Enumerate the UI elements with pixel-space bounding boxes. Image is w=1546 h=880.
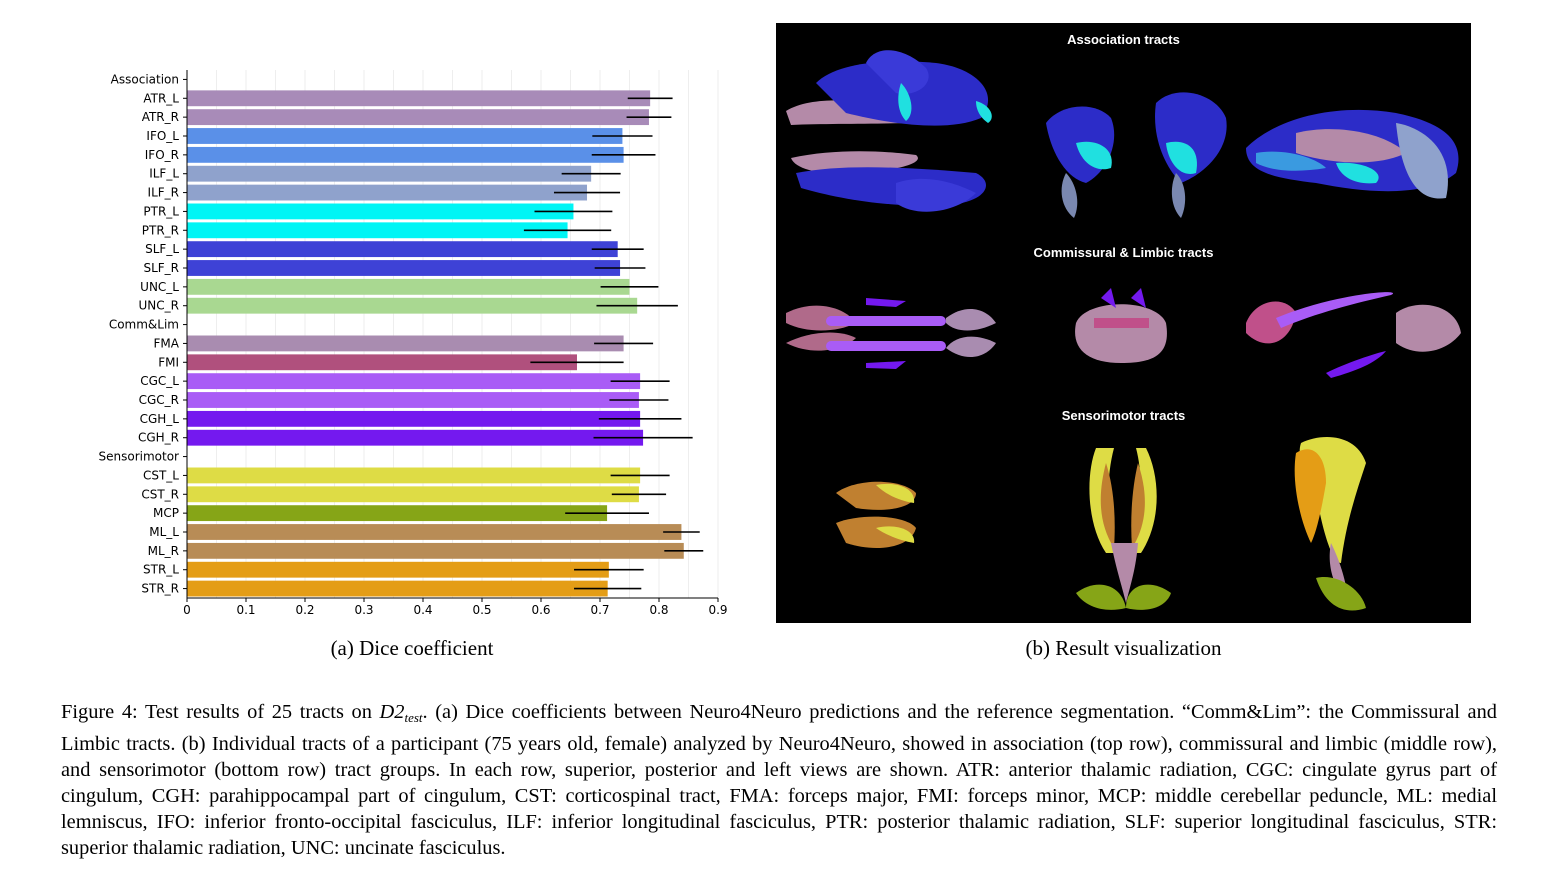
result-visualization-panel: Association tracts Commissural & Limbic …: [776, 23, 1471, 623]
subcaption-a-label: (a): [330, 636, 354, 660]
bar: [187, 392, 639, 408]
bar: [187, 410, 641, 427]
bar: [187, 165, 592, 182]
y-tick-label: IFO_R: [145, 148, 179, 162]
y-tick-label: Sensorimotor: [99, 450, 180, 464]
bar: [187, 486, 639, 503]
bar: [187, 335, 624, 352]
y-tick-label: UNC_R: [139, 299, 179, 313]
y-tick-label: SLF_R: [143, 261, 179, 275]
y-tick-label: MCP: [153, 506, 179, 520]
y-tick-label: FMA: [154, 336, 180, 350]
y-tick-label: CST_R: [141, 487, 179, 501]
y-tick-label: PTR_L: [143, 204, 179, 218]
y-tick-label: CGH_R: [138, 431, 179, 445]
chart-svg: Association ATR_L ATR_R IFO_L IFO_R ILF_L ILF_…: [99, 70, 728, 617]
y-tick-label: CGC_R: [139, 393, 179, 407]
bar: [187, 203, 574, 220]
bar: [187, 260, 621, 276]
y-tick-label: CGC_L: [140, 374, 179, 388]
bar: [187, 109, 649, 126]
bar: [187, 90, 651, 107]
bar: [187, 467, 641, 484]
subcaption-b-text: Result visualization: [1055, 636, 1222, 660]
bar: [187, 354, 577, 371]
sensorimotor-left-view: [1294, 437, 1366, 611]
figure-caption: Figure 4: Test results of 25 tracts on D…: [61, 699, 1497, 861]
bar: [187, 542, 684, 559]
y-tick-label: ML_L: [149, 525, 179, 539]
subcaption-a: (a) Dice coefficient: [187, 636, 637, 661]
dice-bar-chart: Association ATR_L ATR_R IFO_L IFO_R ILF_L ILF_…: [0, 0, 760, 640]
sensorimotor-posterior-view: [1076, 448, 1171, 610]
y-tick-label: ILF_R: [148, 186, 179, 200]
association-left-view: [1246, 109, 1459, 199]
commissural-limbic-posterior-view: [1075, 288, 1167, 363]
y-tick-label: CGH_L: [140, 412, 180, 426]
viz-title-association: Association tracts: [1067, 32, 1180, 47]
tract-renderings: [786, 50, 1461, 611]
bar: [187, 373, 641, 390]
bar: [187, 297, 638, 314]
x-tick-label: 0.9: [708, 603, 727, 617]
y-tick-label: ILF_L: [149, 167, 179, 181]
sensorimotor-superior-view: [836, 481, 916, 548]
y-tick-label: Association: [111, 72, 179, 86]
bar: [187, 128, 623, 144]
viz-title-commissural-limbic: Commissural & Limbic tracts: [1033, 245, 1214, 260]
y-tick-label: STR_R: [141, 582, 179, 596]
x-tick-label: 0.3: [354, 603, 373, 617]
x-tick-label: 0.4: [413, 603, 432, 617]
bar: [187, 241, 618, 258]
y-tick-label: ATR_L: [143, 91, 179, 105]
x-tick-label: 0.2: [295, 603, 314, 617]
x-tick-label: 0.8: [649, 603, 668, 617]
y-tick-label: Comm&Lim: [109, 318, 179, 332]
bar: [187, 561, 609, 578]
bar: [187, 278, 630, 295]
bar: [187, 580, 608, 597]
caption-math-base: D2: [379, 701, 405, 723]
y-tick-label: PTR_R: [142, 223, 179, 237]
bar: [187, 505, 608, 522]
caption-rest: . (a) Dice coefficients between Neuro4Ne…: [61, 701, 1497, 859]
bar: [187, 429, 644, 446]
x-tick-label: 0.5: [472, 603, 491, 617]
association-posterior-view: [1046, 92, 1227, 218]
x-tick-label: 0.6: [531, 603, 550, 617]
y-tick-label: ATR_R: [142, 110, 179, 124]
bar: [187, 524, 682, 540]
y-tick-label: CST_L: [143, 468, 179, 482]
bar: [187, 222, 568, 239]
y-tick-label: STR_L: [143, 563, 179, 577]
x-tick-label: 0.1: [236, 603, 255, 617]
commissural-limbic-left-view: [1246, 292, 1461, 378]
bar: [187, 146, 624, 163]
x-tick-label: 0.7: [590, 603, 609, 617]
caption-math-sub: test: [404, 710, 423, 725]
association-superior-view: [786, 50, 992, 212]
y-tick-label: IFO_L: [146, 129, 179, 143]
caption-lead: Figure 4: Test results of 25 tracts on: [61, 701, 380, 723]
x-tick-label: 0: [183, 603, 191, 617]
y-tick-label: FMI: [158, 355, 179, 369]
subcaption-b: (b) Result visualization: [776, 636, 1471, 661]
y-tick-label: SLF_L: [145, 242, 179, 256]
commissural-limbic-superior-view: [786, 298, 996, 369]
y-tick-label: ML_R: [148, 544, 179, 558]
subcaption-a-text: Dice coefficient: [359, 636, 494, 660]
y-tick-label: UNC_L: [140, 280, 179, 294]
bar: [187, 184, 588, 201]
subcaption-b-label: (b): [1025, 636, 1051, 660]
viz-title-sensorimotor: Sensorimotor tracts: [1061, 408, 1186, 423]
